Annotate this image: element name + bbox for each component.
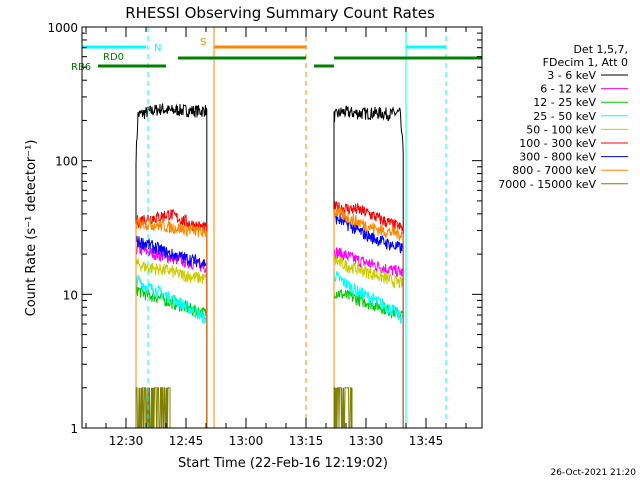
legend-entry-3: 25 - 50 keV <box>533 110 596 123</box>
y-tick-label-1: 10 <box>63 288 78 302</box>
series-8-segment-1 <box>333 387 353 429</box>
y-axis-label: Count Rate (s⁻¹ detector⁻¹) <box>24 140 39 317</box>
series-0-segment-1 <box>333 105 404 428</box>
y-tick-label-3: 1000 <box>47 21 78 35</box>
legend-entry-4: 50 - 100 keV <box>526 123 596 136</box>
x-tick-label-0: 12:30 <box>109 434 144 448</box>
y-tick-label-2: 100 <box>55 155 78 169</box>
series-6-segment-0 <box>135 236 208 428</box>
series-7-segment-1 <box>333 207 404 428</box>
series-4-segment-1 <box>333 255 404 428</box>
state-bars-layer: N S RD0 RB6 <box>71 37 482 73</box>
legend-header-line-1: Det 1,5,7, <box>573 43 628 56</box>
state-label-s: S <box>200 37 206 48</box>
x-tick-label-4: 13:30 <box>349 434 384 448</box>
series-8-segment-0 <box>135 387 171 429</box>
chart-title: RHESSI Observing Summary Count Rates <box>125 4 435 22</box>
y-tick-label-0: 1 <box>70 422 78 436</box>
series-6-segment-1 <box>333 212 404 428</box>
x-axis-label: Start Time (22-Feb-16 12:19:02) <box>178 456 388 471</box>
y-axis-label-wrap: Count Rate (s⁻¹ detector⁻¹) <box>24 140 39 317</box>
series-5-segment-1 <box>333 201 404 428</box>
plot-frame <box>81 26 483 429</box>
state-label-rb6: RB6 <box>71 62 91 73</box>
legend-entry-7: 800 - 7000 keV <box>512 164 596 177</box>
x-tick-label-3: 13:15 <box>289 434 324 448</box>
x-tick-label-5: 13:45 <box>409 434 444 448</box>
footer-timestamp: 26-Oct-2021 21:20 <box>551 468 637 478</box>
legend-entry-1: 6 - 12 keV <box>540 83 596 96</box>
series-3-segment-1 <box>333 271 404 428</box>
legend-entry-0: 3 - 6 keV <box>547 69 596 82</box>
series-2-segment-1 <box>333 289 404 428</box>
series-layer <box>135 103 404 429</box>
series-1-segment-1 <box>333 247 404 428</box>
legend-header-line-2: FDecim 1, Att 0 <box>543 56 628 69</box>
legend-entry-8: 7000 - 15000 keV <box>498 178 596 191</box>
state-label-rd0: RD0 <box>103 52 124 63</box>
legend-entry-5: 100 - 300 keV <box>519 137 596 150</box>
legend-entry-6: 300 - 800 keV <box>519 151 596 164</box>
x-tick-label-1: 12:45 <box>169 434 204 448</box>
series-3-segment-0 <box>135 274 208 428</box>
x-tick-label-2: 13:00 <box>229 434 264 448</box>
legend-entry-2: 12 - 25 keV <box>533 96 596 109</box>
state-label-n: N <box>154 43 161 54</box>
axes-layer: 1 10 100 1000 12:30 12:45 13:00 13:15 13:30 13:45 <box>47 21 482 448</box>
